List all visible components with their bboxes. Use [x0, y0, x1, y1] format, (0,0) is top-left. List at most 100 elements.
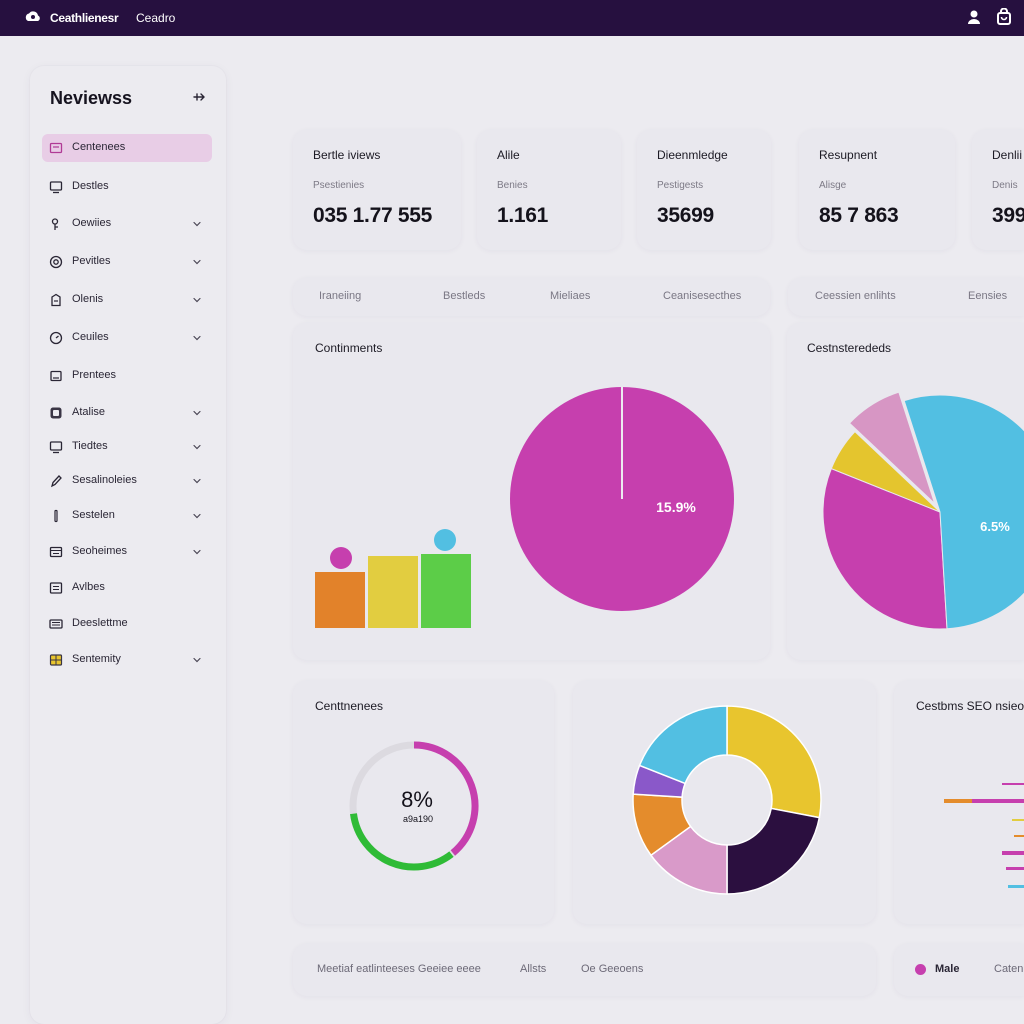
- pin-toggle-icon[interactable]: [192, 90, 206, 104]
- table-icon: [49, 582, 63, 594]
- ring-subtitle: a9a190: [403, 814, 433, 824]
- ring-arc: [413, 741, 479, 856]
- tab-2[interactable]: Bestleds: [443, 290, 486, 302]
- bar-line: [1008, 885, 1024, 888]
- sidebar-item[interactable]: Seoheimes: [42, 538, 212, 566]
- chevron-down-icon[interactable]: [192, 476, 202, 486]
- stat-value: 85 7 863: [819, 204, 899, 227]
- sidebar: Neviewss Centenees Destles Oewiies Pevitles…: [30, 66, 226, 1024]
- pie-slice: [903, 394, 1024, 630]
- bottom-item[interactable]: Oe Geeoens: [581, 963, 644, 975]
- sidebar-item[interactable]: Pevitles: [42, 248, 212, 276]
- sidebar-item[interactable]: Avlbes: [42, 574, 212, 602]
- stat-card[interactable]: Resupnent Alisge 85 7 863: [799, 130, 955, 250]
- sidebar-item[interactable]: Prentees: [42, 362, 212, 390]
- side-chart-card: Cestnsterededs 6.5%: [787, 323, 1024, 660]
- chevron-down-icon[interactable]: [192, 547, 202, 557]
- main-chart: 15.9%: [315, 387, 734, 628]
- sidebar-item[interactable]: Centenees: [42, 134, 212, 162]
- filter-tabs-bar: Iraneiing Bestleds Mieliaes Ceanisesecth…: [293, 278, 770, 316]
- bar-line: [1012, 819, 1024, 821]
- bar: [368, 556, 418, 628]
- main-chart-card: Continments 15.9%: [293, 323, 770, 660]
- stat-value: 399: [992, 204, 1024, 227]
- chevron-down-icon[interactable]: [192, 257, 202, 267]
- grid-icon: [49, 654, 63, 666]
- bar-line: [1002, 851, 1024, 855]
- stat-card[interactable]: Denlii Denis 399: [972, 130, 1024, 250]
- donut-slice: [726, 807, 821, 895]
- sidebar-item[interactable]: Sesalinoleies: [42, 467, 212, 495]
- filter-tabs-bar-secondary: Ceessien enlihts Eensies: [788, 278, 1024, 316]
- sidebar-item[interactable]: Oewiies: [42, 210, 212, 238]
- bar-line: [1014, 835, 1024, 837]
- pie-label: 6.5%: [980, 519, 1010, 534]
- stat-title: Dieenmledge: [657, 148, 728, 162]
- card-title: Continments: [315, 341, 383, 355]
- stat-card[interactable]: Dieenmledge Pestigests 35699: [637, 130, 771, 250]
- top-navigation-bar: Ceathlienesr Ceadro: [0, 0, 1024, 36]
- chevron-down-icon[interactable]: [192, 408, 202, 418]
- sidebar-item[interactable]: Deeslettme: [42, 610, 212, 638]
- sidebar-item-label: Avlbes: [72, 581, 105, 593]
- donut-chart: [632, 705, 822, 895]
- legend-dot: [915, 964, 926, 975]
- tab-5[interactable]: Ceessien enlihts: [815, 290, 896, 302]
- sidebar-item-label: Atalise: [72, 406, 106, 418]
- bar-line: [944, 799, 974, 803]
- sidebar-item-label: Seoheimes: [72, 545, 128, 557]
- stat-subtitle: Benies: [497, 180, 528, 191]
- bar-icon: [54, 509, 58, 523]
- chevron-down-icon[interactable]: [192, 219, 202, 229]
- card-title: Centtnenees: [315, 699, 384, 713]
- stat-title: Alile: [497, 148, 520, 162]
- user-icon[interactable]: [965, 8, 983, 26]
- tab-1[interactable]: Iraneiing: [319, 290, 362, 302]
- sidebar-item[interactable]: Tiedtes: [42, 433, 212, 461]
- bar: [421, 554, 471, 628]
- chevron-down-icon[interactable]: [192, 333, 202, 343]
- stat-subtitle: Pestigests: [657, 180, 704, 191]
- shopping-bag-icon[interactable]: [995, 8, 1013, 26]
- bar-line: [972, 799, 1024, 803]
- chevron-down-icon[interactable]: [192, 655, 202, 665]
- sidebar-item[interactable]: Sentemity: [42, 646, 212, 674]
- monitor-icon: [49, 181, 63, 194]
- bottom-summary-bar: Meetiaf eatlinteeses Geeiee eeee Allsts …: [293, 944, 876, 996]
- sidebar-item[interactable]: Atalise: [42, 399, 212, 427]
- bottom-item[interactable]: Allsts: [520, 963, 547, 975]
- app-title[interactable]: Ceathlienesr: [50, 11, 119, 25]
- ring-arc: [350, 813, 454, 871]
- tab-6[interactable]: Eensies: [968, 290, 1008, 302]
- pin-icon: [51, 218, 59, 230]
- stat-card[interactable]: Alile Benies 1.161: [477, 130, 621, 250]
- nav-link-primary[interactable]: Ceadro: [136, 11, 176, 25]
- progress-ring-chart: 8% a9a190: [349, 741, 479, 871]
- donut-slice: [726, 705, 822, 819]
- tab-3[interactable]: Mieliaes: [550, 290, 591, 302]
- sidebar-item[interactable]: Destles: [42, 173, 212, 201]
- chevron-down-icon[interactable]: [192, 295, 202, 305]
- target-icon: [49, 255, 63, 269]
- pie-label: 15.9%: [656, 499, 696, 515]
- monitor-icon: [49, 441, 63, 454]
- chevron-down-icon[interactable]: [192, 511, 202, 521]
- sidebar-item[interactable]: Sestelen: [42, 502, 212, 530]
- sidebar-item[interactable]: Ceuiles: [42, 324, 212, 352]
- sidebar-item-label: Deeslettme: [72, 617, 128, 629]
- chevron-down-icon[interactable]: [192, 442, 202, 452]
- stat-card[interactable]: Bertle iviews Psestienies 035 1.77 555: [293, 130, 461, 250]
- cloud-logo-icon[interactable]: [24, 9, 42, 27]
- bar-line: [1006, 867, 1024, 870]
- legend-extra[interactable]: Caten: [994, 963, 1024, 975]
- bottom-item[interactable]: Meetiaf eatlinteeses Geeiee eeee: [317, 963, 481, 975]
- sidebar-item[interactable]: Olenis: [42, 286, 212, 314]
- seo-bars-card: Cestbms SEO nsieos: [894, 681, 1024, 924]
- keyboard-icon: [49, 619, 63, 629]
- box-icon: [50, 407, 62, 419]
- legend-label[interactable]: Male: [935, 963, 960, 975]
- tab-4[interactable]: Ceanisesecthes: [663, 290, 742, 302]
- sidebar-item-label: Pevitles: [72, 255, 111, 267]
- progress-ring-card: Centtnenees 8% a9a190: [293, 681, 554, 924]
- stat-title: Bertle iviews: [313, 148, 381, 162]
